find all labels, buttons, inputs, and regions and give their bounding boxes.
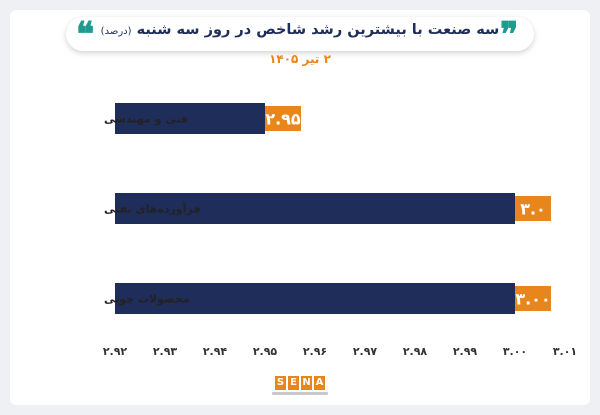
x-tick-label-5: ۲.۹۷	[353, 345, 378, 358]
title-banner	[66, 17, 534, 51]
data-label-box-1	[515, 196, 551, 221]
category-label-2: محصولات چوبی	[104, 293, 190, 306]
x-tick-label-9: ۳.۰۱	[553, 345, 577, 358]
logo-letter-3: A	[314, 376, 325, 390]
category-label-1: فرآورده‌های نفتی	[104, 202, 200, 216]
bar-2	[115, 283, 515, 314]
x-tick-label-8: ۳.۰۰	[503, 345, 527, 358]
x-tick-label-2: ۲.۹۴	[203, 345, 228, 358]
bar-1	[115, 193, 515, 224]
x-tick-label-1: ۲.۹۳	[153, 345, 178, 358]
quote-open-icon: ❝	[76, 15, 95, 55]
chart-title: سه صنعت با بیشترین رشد شاخص در روز سه شن…	[100, 22, 500, 38]
data-label-2: ۳.۰۰	[515, 290, 550, 309]
data-label-1: ۳.۰	[520, 200, 546, 219]
x-tick-label-0: ۲.۹۲	[103, 345, 128, 358]
chart-date: ۲ تیر ۱۴۰۵	[269, 52, 331, 66]
x-tick-label-3: ۲.۹۵	[253, 345, 278, 358]
logo-tagline	[272, 392, 328, 395]
bar-0	[115, 103, 265, 134]
logo-letter-0: S	[275, 376, 286, 390]
x-tick-label-4: ۲.۹۶	[303, 345, 327, 358]
data-label-0: ۲.۹۵	[265, 110, 301, 129]
x-tick-label-6: ۲.۹۸	[403, 345, 428, 358]
chart-title-text: سه صنعت با بیشترین رشد شاخص در روز سه شن…	[136, 22, 500, 38]
logo-letter-2: N	[301, 376, 312, 390]
chart-unit: (درصد)	[100, 26, 132, 37]
data-label-box-2	[515, 286, 551, 311]
x-tick-label-7: ۲.۹۹	[453, 345, 478, 358]
data-label-box-0	[265, 106, 301, 131]
quote-close-icon: ❞	[500, 15, 519, 55]
category-label-0: فنی و مهندسی	[104, 113, 188, 126]
logo-letter-1: E	[288, 376, 299, 390]
